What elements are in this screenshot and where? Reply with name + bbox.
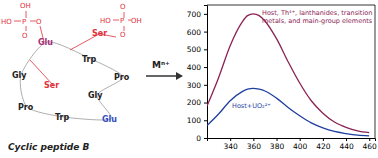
tick-mark xyxy=(277,138,278,141)
residue-label: Trp xyxy=(82,55,97,64)
residue-label: Ser xyxy=(92,29,107,38)
tick: 360 xyxy=(247,138,262,151)
series-line xyxy=(207,14,369,133)
tick-mark xyxy=(230,138,231,141)
frame-top xyxy=(207,5,375,6)
tick-label: 440 xyxy=(339,142,354,151)
axis-line xyxy=(208,139,376,142)
tick-label: 700 xyxy=(187,10,202,19)
tick: 0 xyxy=(196,134,207,143)
tick: 100 xyxy=(187,116,207,125)
atom-label: P xyxy=(120,17,124,25)
tick-label: 340 xyxy=(224,142,239,151)
tick-label: 380 xyxy=(270,142,285,151)
atom-label: O xyxy=(22,32,28,40)
residue-label: Pro xyxy=(114,73,130,82)
tick: 400 xyxy=(187,63,207,72)
tick-mark xyxy=(346,138,347,141)
residue-label: Pro xyxy=(18,103,34,112)
bond xyxy=(14,21,21,22)
tick-label: 600 xyxy=(187,27,202,36)
frame-right xyxy=(375,5,376,138)
tick: 380 xyxy=(270,138,285,151)
tick: 460 xyxy=(363,138,378,151)
atom-label: OH xyxy=(131,17,142,25)
tick: 420 xyxy=(316,138,331,151)
series-label: Host, Th⁴⁺, lanthanides, transitionmetal… xyxy=(262,9,373,25)
tick-mark xyxy=(204,14,207,15)
residue-label: Gly xyxy=(88,91,103,100)
bond xyxy=(26,26,27,31)
series-line xyxy=(207,88,369,136)
tick-label: 420 xyxy=(316,142,331,151)
plot-area xyxy=(207,14,369,136)
tick: 300 xyxy=(187,81,207,90)
atom-label: O xyxy=(120,3,126,11)
atom-label: HO xyxy=(100,17,111,25)
tick: 600 xyxy=(187,27,207,36)
atom-label: OH xyxy=(20,2,31,10)
graphic: GluSerTrpProGlyGluTrpProGlySerOHHOPOOOHO… xyxy=(0,0,378,158)
reagent: Mⁿ⁺ xyxy=(152,60,170,70)
tick-mark xyxy=(204,49,207,50)
tick-label: 400 xyxy=(187,63,202,72)
tick-label: 200 xyxy=(187,98,202,107)
tick-label: 100 xyxy=(187,116,202,125)
caption: Cyclic peptide B xyxy=(8,142,90,152)
tick: 340 xyxy=(224,138,239,151)
tick-mark xyxy=(204,32,207,33)
residue-label: Glu xyxy=(38,38,53,47)
tick-mark xyxy=(323,138,324,141)
arrow-head xyxy=(176,72,183,80)
atom-label: HO xyxy=(1,18,12,26)
residue-label: Ser xyxy=(44,81,59,90)
atom-label: O xyxy=(36,18,42,26)
tick-mark xyxy=(204,103,207,104)
y-axis: 0 100 200 300 400 500 600 700 xyxy=(187,6,208,143)
tick-label: 360 xyxy=(247,142,262,151)
tick-mark xyxy=(300,138,301,141)
atom-label: P xyxy=(22,18,26,26)
residue-label: Trp xyxy=(55,113,70,122)
peptide-diagram: GluSerTrpProGlyGluTrpProGlySerOHHOPOOOHO… xyxy=(1,2,142,152)
tick-mark xyxy=(204,67,207,68)
bond xyxy=(100,34,116,37)
tick: 440 xyxy=(339,138,354,151)
tick: 200 xyxy=(187,98,207,107)
bond xyxy=(40,26,44,42)
atom-label: O xyxy=(120,31,126,39)
bond xyxy=(113,20,119,21)
tick-label: 500 xyxy=(187,45,202,54)
x-axis: 340 360 380 400 420 440 460 xyxy=(208,138,378,151)
tick-mark xyxy=(204,120,207,121)
tick-label: 400 xyxy=(293,142,308,151)
tick: 700 xyxy=(187,10,207,19)
peptide-ring xyxy=(20,42,123,120)
tick: 400 xyxy=(293,138,308,151)
arrow xyxy=(146,75,176,77)
tick-label: 300 xyxy=(187,81,202,90)
tick: 500 xyxy=(187,45,207,54)
tick-label: 460 xyxy=(363,142,378,151)
series-label: Host+UO₂²⁺ xyxy=(232,102,271,110)
tick-mark xyxy=(253,138,254,141)
tick-mark xyxy=(204,85,207,86)
residue-label: Glu xyxy=(102,115,117,124)
axis-line xyxy=(204,6,208,139)
residue-label: Gly xyxy=(12,71,27,80)
tick-mark xyxy=(204,138,207,139)
tick-mark xyxy=(369,138,370,141)
tick-label: 0 xyxy=(196,134,201,143)
bond xyxy=(26,11,27,18)
